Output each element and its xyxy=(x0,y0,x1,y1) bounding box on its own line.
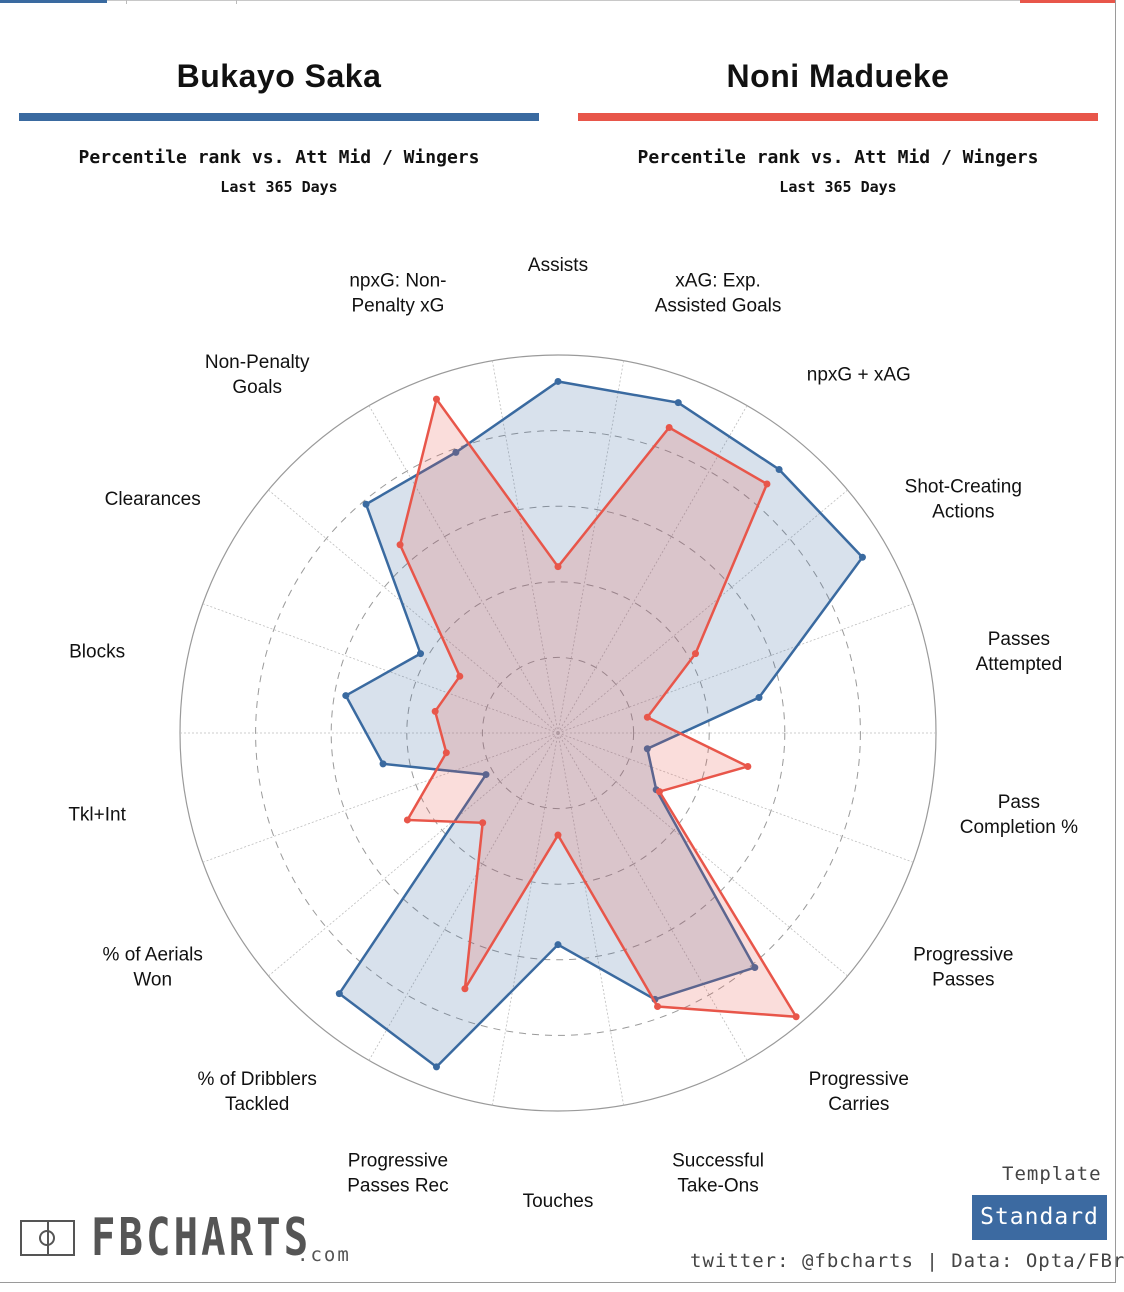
radar-point-s2-12 xyxy=(456,672,464,680)
radar-divider xyxy=(268,732,559,977)
radar-point-s1-17 xyxy=(775,465,783,473)
radar-point-s2-11 xyxy=(431,707,439,715)
player-name: Bukayo Saka xyxy=(176,58,382,94)
radar-divider xyxy=(557,360,625,734)
logo-wordmark: FBCHARTS xyxy=(91,1208,312,1268)
radar-point-s2-4 xyxy=(792,1013,800,1021)
axis-label-16: xAG: Exp. Assisted Goals xyxy=(655,271,782,317)
player-color-bar xyxy=(578,113,1098,121)
axis-label-5: Successful Take-Ons xyxy=(672,1150,764,1196)
radar-divider xyxy=(491,360,559,734)
radar-point-s1-7 xyxy=(432,1063,440,1071)
radar-point-s2-10 xyxy=(442,749,450,757)
pitch-logo-icon xyxy=(20,1220,75,1256)
axis-label-12: Clearances xyxy=(105,489,201,510)
player-header-1: Bukayo Saka Percentile rank vs. Att Mid … xyxy=(19,58,539,196)
radar-divider xyxy=(368,732,559,1061)
radar-point-s1-14 xyxy=(452,448,460,456)
radar-point-s1-8 xyxy=(335,990,343,998)
axis-label-15: Assists xyxy=(528,255,588,276)
player-color-bar xyxy=(19,113,539,121)
axis-label-10: Tkl+Int xyxy=(68,804,126,825)
radar-ring-2 xyxy=(406,581,710,885)
radar-point-s1-11 xyxy=(342,692,350,700)
radar-point-s2-14 xyxy=(432,395,440,403)
player-period: Last 365 Days xyxy=(220,178,338,196)
radar-divider xyxy=(202,732,559,863)
radar-divider xyxy=(202,603,559,734)
axis-label-1: Passes Attempted xyxy=(976,629,1063,675)
radar-point-s1-1 xyxy=(755,694,763,702)
radar-point-s2-18 xyxy=(691,650,699,658)
radar-point-s2-7 xyxy=(461,985,469,993)
radar-point-s1-13 xyxy=(362,500,370,508)
radar-point-s1-2 xyxy=(643,745,651,753)
radar-point-s2-8 xyxy=(479,819,487,827)
axis-label-17: npxG + xAG xyxy=(807,364,911,385)
logo-domain: .com xyxy=(297,1244,351,1266)
radar-point-s2-13 xyxy=(396,541,404,549)
radar-divider xyxy=(368,405,559,734)
radar-divider xyxy=(557,405,748,734)
axis-label-9: % of Aerials Won xyxy=(103,945,203,991)
axis-label-2: Pass Completion % xyxy=(960,792,1078,838)
player-subtitle: Percentile rank vs. Att Mid / Wingers xyxy=(78,147,480,168)
radar-ring-3 xyxy=(330,505,786,961)
radar-divider xyxy=(557,732,625,1106)
player-name: Noni Madueke xyxy=(726,58,950,94)
axis-label-13: Non-Penalty Goals xyxy=(205,352,310,398)
axis-label-14: npxG: Non-Penalty xG xyxy=(349,271,446,317)
radar-point-s2-9 xyxy=(403,816,411,824)
radar-divider xyxy=(268,489,559,734)
radar-divider xyxy=(557,489,848,734)
radar-divider xyxy=(557,732,914,863)
radar-point-s1-15 xyxy=(554,377,562,385)
radar-point-s2-5 xyxy=(654,1003,662,1011)
axis-label-8: % of Dribblers Tackled xyxy=(198,1069,317,1115)
radar-point-s2-16 xyxy=(665,424,673,432)
radar-point-s2-15 xyxy=(554,563,562,571)
radar-point-s1-4 xyxy=(751,964,759,972)
radar-divider xyxy=(557,732,748,1061)
radar-point-s2-6 xyxy=(554,831,562,839)
axis-label-6: Touches xyxy=(523,1191,594,1212)
radar-point-s1-10 xyxy=(379,760,387,768)
radar-point-s1-9 xyxy=(482,771,490,779)
radar-divider xyxy=(491,732,559,1106)
player-subtitle: Percentile rank vs. Att Mid / Wingers xyxy=(637,147,1039,168)
radar-point-s1-18 xyxy=(858,553,866,561)
axis-label-11: Blocks xyxy=(69,642,125,663)
player-header-2: Noni Madueke Percentile rank vs. Att Mid… xyxy=(578,58,1098,196)
axis-label-18: Shot-Creating Actions xyxy=(905,477,1022,523)
radar-point-s2-3 xyxy=(655,788,663,796)
radar-point-s1-12 xyxy=(417,650,425,658)
radar-divider xyxy=(557,603,914,734)
radar-point-s1-6 xyxy=(554,941,562,949)
top-tab-blue xyxy=(0,0,107,3)
template-standard-badge: Standard xyxy=(972,1195,1107,1240)
radar-point-s1-16 xyxy=(674,399,682,407)
axis-label-4: Progressive Carries xyxy=(809,1069,909,1115)
radar-point-s2-17 xyxy=(763,480,771,488)
axis-label-3: Progressive Passes xyxy=(913,945,1013,991)
player-period: Last 365 Days xyxy=(779,178,897,196)
radar-point-s2-2 xyxy=(744,762,752,770)
axis-label-7: Progressive Passes Rec xyxy=(347,1150,448,1196)
radar-point-s2-1 xyxy=(643,713,651,721)
radar-divider xyxy=(557,732,848,977)
radar-ring-1 xyxy=(481,656,635,810)
data-credit: twitter: @fbcharts | Data: Opta/FBref xyxy=(690,1250,1124,1272)
radar-ring-4 xyxy=(255,430,861,1036)
template-label: Template xyxy=(1002,1163,1102,1185)
top-tab-red xyxy=(1020,0,1116,3)
